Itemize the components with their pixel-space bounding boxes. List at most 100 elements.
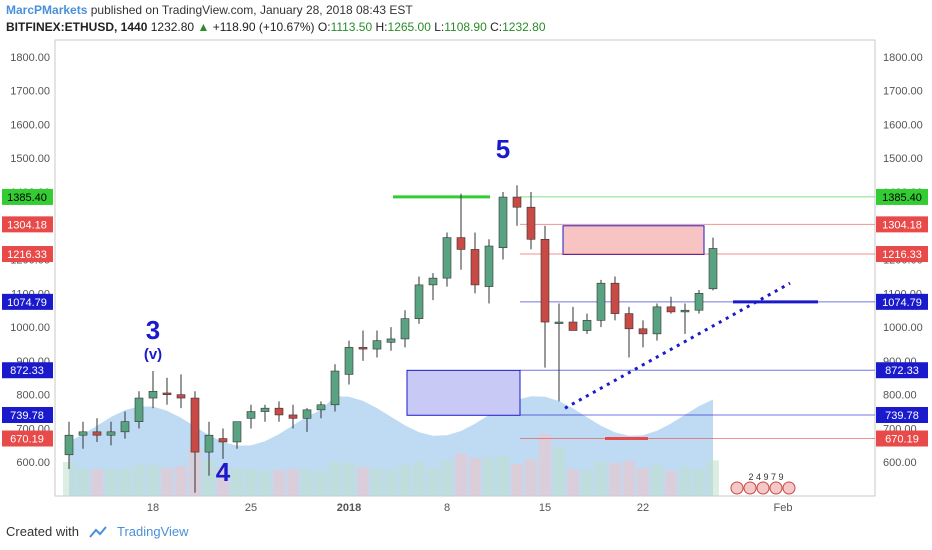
y-tick-label-left: 600.00 <box>16 457 50 469</box>
candle-body[interactable] <box>232 421 242 443</box>
candle-body[interactable] <box>582 320 592 331</box>
candle-body[interactable] <box>218 438 228 443</box>
event-marker-icon[interactable] <box>743 481 757 495</box>
open-value: 1113.50 <box>330 20 373 34</box>
candle-body[interactable] <box>274 407 284 416</box>
x-tick-label: 15 <box>539 502 551 514</box>
candle-body[interactable] <box>330 370 340 406</box>
candle-body[interactable] <box>652 306 662 335</box>
candle-body[interactable] <box>638 328 648 335</box>
candle-body[interactable] <box>288 414 298 419</box>
x-tick-label: 8 <box>444 502 450 514</box>
x-tick-label: 22 <box>637 502 649 514</box>
candle-body[interactable] <box>92 431 102 436</box>
candle-body[interactable] <box>344 347 354 375</box>
y-tick-label-right: 800.00 <box>883 390 917 402</box>
candle-body[interactable] <box>596 282 606 321</box>
candle-body[interactable] <box>316 404 326 411</box>
candle-body[interactable] <box>106 431 116 436</box>
candle-body[interactable] <box>666 306 676 313</box>
candle-body[interactable] <box>246 411 256 419</box>
volume-bar <box>483 457 495 496</box>
price-tag-left-label: 1304.18 <box>7 219 47 231</box>
author-link[interactable]: MarcPMarkets <box>6 3 88 17</box>
volume-bar <box>63 462 75 496</box>
candle-body[interactable] <box>176 394 186 399</box>
low-value: 1108.90 <box>444 20 487 34</box>
y-tick-label-left: 1800.00 <box>10 52 50 64</box>
candle-body[interactable] <box>498 196 508 249</box>
candle-body[interactable] <box>456 237 466 250</box>
price-tag-left-label: 1074.79 <box>7 297 47 309</box>
volume-bar <box>497 456 509 496</box>
candle-body[interactable] <box>428 277 438 286</box>
price-tag-right <box>876 216 928 233</box>
candles-layer <box>64 185 718 493</box>
volume-bar <box>553 447 565 496</box>
candle-body[interactable] <box>386 338 396 343</box>
ohlc-header: BITFINEX:ETHUSD, 1440 1232.80 ▲ +118.90 … <box>6 19 546 35</box>
volume-bar <box>399 465 411 496</box>
candle-body[interactable] <box>694 293 704 311</box>
volume-bar <box>707 460 719 496</box>
volume-bar <box>609 463 621 496</box>
y-tick-label-right: 1800.00 <box>883 52 923 64</box>
event-marker-icon[interactable] <box>730 481 744 495</box>
price-tag-right-label: 872.33 <box>885 365 919 377</box>
time-axis: 18 25 2018 8 15 22 Feb <box>147 502 793 514</box>
tradingview-brand[interactable]: TradingView <box>116 524 189 539</box>
candle-body[interactable] <box>134 397 144 422</box>
price-tag-right-label: 739.78 <box>885 410 919 422</box>
candle-body[interactable] <box>526 206 536 240</box>
high-value: 1265.00 <box>387 20 431 34</box>
candle-body[interactable] <box>414 284 424 319</box>
candle-body[interactable] <box>624 313 634 330</box>
event-marker-icon[interactable] <box>782 481 796 495</box>
volume-bar <box>427 468 439 496</box>
volume-bar <box>91 469 103 496</box>
candle-body[interactable] <box>204 434 214 453</box>
y-tick-label-left: 1700.00 <box>10 86 50 98</box>
price-tag-right <box>876 407 928 424</box>
candle-body[interactable] <box>554 321 564 324</box>
event-marker-icon[interactable] <box>769 481 783 495</box>
candle-body[interactable] <box>470 249 480 286</box>
candle-body[interactable] <box>190 397 200 453</box>
price-tag-left <box>2 246 53 263</box>
candle-body[interactable] <box>442 237 452 279</box>
volume-bar <box>105 469 117 496</box>
candle-body[interactable] <box>484 245 494 287</box>
y-tick-label-right: 1000.00 <box>883 322 923 334</box>
candle-body[interactable] <box>120 421 130 433</box>
candle-body[interactable] <box>540 238 550 323</box>
candle-body[interactable] <box>260 407 270 412</box>
candle-body[interactable] <box>708 248 718 290</box>
publish-header: MarcPMarkets published on TradingView.co… <box>6 2 413 18</box>
price-tag-right <box>876 430 928 447</box>
symbol-label[interactable]: BITFINEX:ETHUSD, 1440 <box>6 20 148 34</box>
candle-body[interactable] <box>512 196 522 208</box>
wave-label: 4 <box>216 457 231 487</box>
price-chart[interactable]: 1800.001700.001600.001500.001400.001300.… <box>0 0 932 520</box>
candle-body[interactable] <box>302 409 312 419</box>
event-marker-label: 2 4 9 7 9 <box>748 472 783 482</box>
change-arrow-icon: ▲ <box>197 20 210 34</box>
candle-body[interactable] <box>400 318 410 340</box>
volume-bar <box>385 469 397 496</box>
candle-body[interactable] <box>162 392 172 395</box>
candle-body[interactable] <box>680 309 690 313</box>
volume-bar <box>287 469 299 496</box>
candle-body[interactable] <box>568 321 578 331</box>
candle-body[interactable] <box>358 347 368 350</box>
price-tag-right-label: 1074.79 <box>882 297 922 309</box>
price-tag-right <box>876 362 928 379</box>
low-label: L: <box>434 20 445 34</box>
candle-body[interactable] <box>78 431 88 436</box>
candle-body[interactable] <box>372 340 382 350</box>
candle-body[interactable] <box>148 390 158 399</box>
candle-body[interactable] <box>610 282 620 314</box>
footer: Created with TradingView <box>6 524 189 539</box>
event-marker-icon[interactable] <box>756 481 770 495</box>
candle-body[interactable] <box>64 434 74 456</box>
y-tick-label-left: 1500.00 <box>10 153 50 165</box>
